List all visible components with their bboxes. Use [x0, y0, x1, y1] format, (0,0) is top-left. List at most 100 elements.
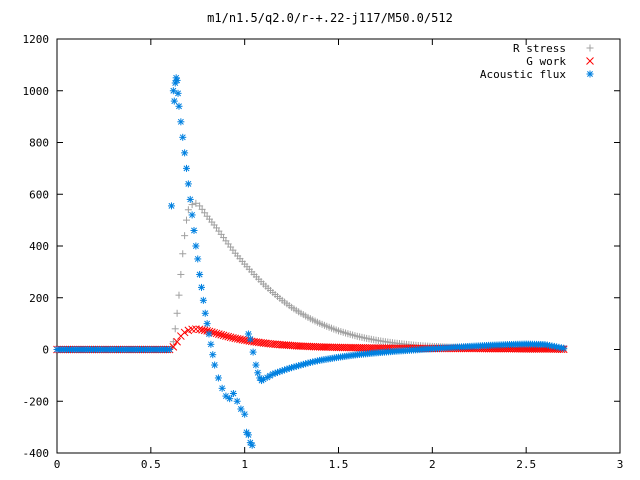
- data-point: [175, 102, 183, 110]
- data-point: [233, 334, 242, 343]
- data-point: [184, 206, 192, 214]
- data-point: [224, 332, 233, 341]
- data-point: [200, 326, 209, 335]
- plot-area: [56, 38, 621, 454]
- legend-label: R stress: [513, 42, 566, 55]
- data-point: [241, 410, 249, 418]
- data-point: [226, 333, 235, 342]
- data-point: [173, 337, 181, 346]
- data-point: [196, 270, 204, 278]
- data-point: [177, 118, 185, 126]
- series-acoustic-flux: [53, 74, 568, 449]
- x-tick-label: 1: [241, 458, 248, 471]
- legend-marker: [586, 70, 594, 78]
- data-point: [248, 441, 256, 449]
- data-point: [209, 351, 217, 359]
- y-tick-label: 1000: [23, 85, 50, 98]
- data-point: [229, 333, 237, 342]
- y-tick-label: 600: [29, 188, 49, 201]
- data-point: [215, 330, 223, 338]
- series-layer: [53, 74, 568, 449]
- data-point: [560, 344, 568, 352]
- data-point: [179, 133, 187, 141]
- data-point: [169, 87, 177, 95]
- data-point: [233, 397, 241, 405]
- y-tick-label: 1200: [23, 33, 50, 46]
- data-point: [226, 395, 234, 403]
- data-point: [194, 255, 202, 263]
- data-point: [175, 291, 183, 299]
- data-point: [173, 309, 181, 317]
- data-point: [167, 202, 175, 210]
- y-tick-label: 0: [42, 344, 49, 357]
- x-tick-label: 2.5: [516, 458, 536, 471]
- data-point: [254, 369, 262, 377]
- x-tick-label: 3: [617, 458, 624, 471]
- y-tick-label: 400: [29, 240, 49, 253]
- data-point: [244, 431, 252, 439]
- data-point: [181, 232, 189, 240]
- data-point: [229, 389, 237, 397]
- data-point: [181, 149, 189, 157]
- data-point: [170, 97, 178, 105]
- x-tick-label: 0: [54, 458, 61, 471]
- data-point: [184, 180, 192, 188]
- data-point: [210, 328, 219, 337]
- data-point: [174, 89, 182, 97]
- data-point: [244, 330, 252, 338]
- data-point: [182, 216, 190, 224]
- data-point: [212, 329, 221, 338]
- data-point: [245, 337, 254, 345]
- data-point: [190, 226, 198, 234]
- y-tick-label: -400: [23, 447, 50, 460]
- data-point: [211, 361, 219, 369]
- data-point: [179, 250, 187, 258]
- data-point: [219, 331, 228, 340]
- data-point: [177, 270, 185, 278]
- data-point: [169, 338, 177, 346]
- plot-frame: [56, 38, 621, 454]
- data-point: [207, 340, 215, 348]
- y-axis: -400 -200 0 200 400 600 800 1000 1200: [23, 33, 620, 460]
- data-point: [238, 335, 247, 344]
- x-axis: 0 0.5 1 1.5 2 2.5 3: [54, 39, 624, 471]
- y-tick-label: -200: [23, 395, 50, 408]
- data-point: [188, 201, 196, 209]
- data-point: [218, 384, 226, 392]
- y-tick-label: 800: [29, 137, 49, 150]
- data-point: [231, 334, 240, 343]
- data-point: [192, 242, 200, 250]
- data-point: [249, 348, 257, 356]
- x-tick-label: 0.5: [141, 458, 161, 471]
- data-point: [237, 405, 245, 413]
- data-point: [166, 346, 174, 353]
- data-point: [198, 283, 206, 291]
- data-point: [171, 325, 179, 333]
- legend-label: G work: [526, 55, 566, 68]
- data-point: [192, 325, 200, 333]
- data-point: [246, 335, 254, 343]
- data-point: [214, 374, 222, 382]
- chart-title: m1/n1.5/q2.0/r-+.22-j117/M50.0/512: [207, 11, 453, 25]
- data-point: [203, 320, 211, 328]
- data-point: [217, 330, 226, 339]
- legend-marker: [586, 44, 594, 52]
- legend-label: Acoustic flux: [480, 68, 566, 81]
- data-point: [192, 199, 200, 207]
- legend-marker: [586, 57, 594, 65]
- data-point: [240, 336, 249, 345]
- data-point: [205, 330, 213, 338]
- data-point: [182, 164, 190, 172]
- data-point: [236, 335, 244, 344]
- data-point: [222, 332, 230, 340]
- data-point: [186, 195, 194, 203]
- x-tick-label: 2: [429, 458, 436, 471]
- data-point: [180, 328, 189, 337]
- y-tick-label: 200: [29, 292, 49, 305]
- series-r-stress: [53, 199, 568, 353]
- x-tick-label: 1.5: [329, 458, 349, 471]
- data-point: [252, 361, 260, 369]
- data-point: [201, 309, 209, 317]
